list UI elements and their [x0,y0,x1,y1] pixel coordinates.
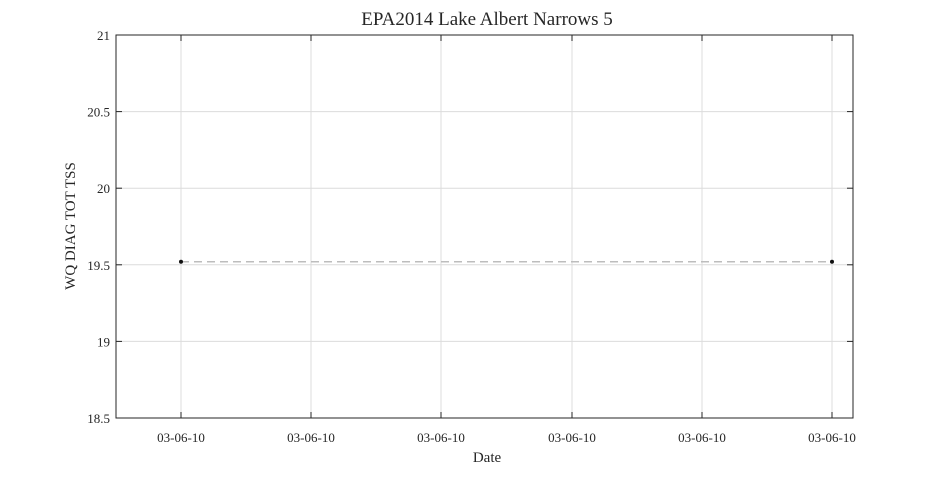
y-tick-label: 21 [97,28,110,43]
series-layer [179,259,834,264]
ticks: 18.5 19 19.5 20 20.5 21 03-06-10 03-06-10 03-06-… [87,28,856,445]
y-tick-label: 19.5 [87,258,110,273]
x-tick-label: 03-06-10 [417,430,465,445]
y-tick-label: 20 [97,181,110,196]
x-tick-label: 03-06-10 [157,430,205,445]
y-tick-label: 18.5 [87,411,110,426]
x-tick-label: 03-06-10 [808,430,856,445]
x-axis-label: Date [473,450,502,466]
y-tick-label: 20.5 [87,105,110,120]
x-tick-label: 03-06-10 [548,430,596,445]
data-point [830,259,834,264]
y-tick-label: 19 [97,334,110,349]
y-axis-label: WQ DIAG TOT TSS [63,162,79,290]
x-tick-label: 03-06-10 [678,430,726,445]
data-point [179,259,183,264]
chart-title: EPA2014 Lake Albert Narrows 5 [361,9,613,30]
x-tick-label: 03-06-10 [287,430,335,445]
grid [116,35,853,418]
plot-frame [115,34,854,419]
